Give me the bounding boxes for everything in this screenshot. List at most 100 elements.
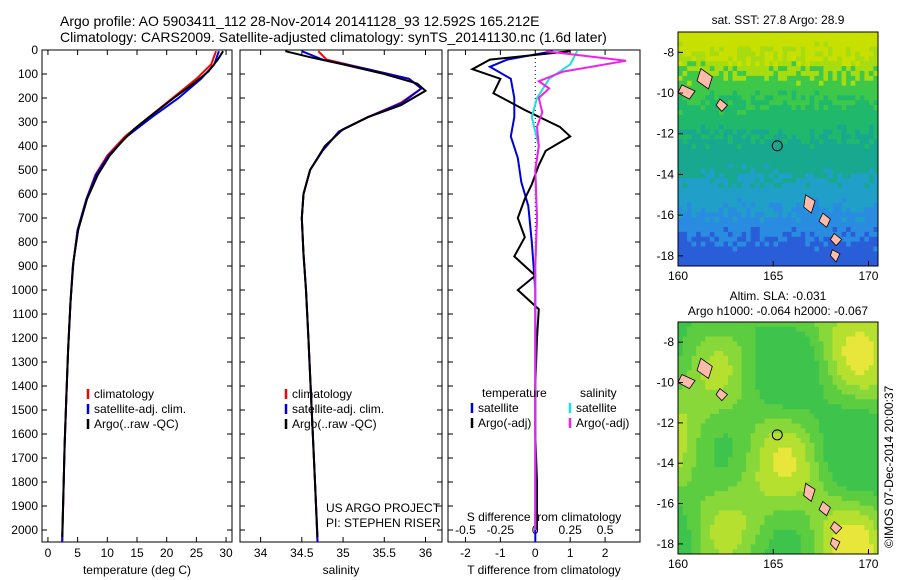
map-cell [700, 380, 706, 386]
map-cell [755, 119, 761, 126]
map-cell [709, 158, 715, 165]
map-cell [837, 399, 843, 405]
map-cell [823, 85, 829, 91]
map-cell [855, 251, 861, 257]
map-cell [768, 529, 774, 536]
map-cell [682, 496, 688, 502]
map-cell [700, 496, 706, 502]
map-cell [800, 144, 806, 150]
map-cell [818, 61, 824, 67]
map-cell [691, 241, 697, 247]
map-cell [837, 100, 843, 106]
map-cell [868, 467, 874, 473]
map-cell [709, 423, 715, 429]
map-cell [678, 124, 683, 130]
map-cell [728, 534, 733, 540]
map-cell [705, 413, 711, 420]
map-cell [778, 481, 783, 487]
map-cell [709, 428, 715, 434]
map-cell [696, 231, 702, 238]
map-cell [778, 457, 783, 463]
map-cell [809, 139, 815, 145]
map-cell [787, 197, 793, 204]
map-cell [837, 124, 843, 130]
map-cell [746, 534, 752, 540]
map-cell [732, 241, 738, 247]
map-cell [868, 256, 874, 262]
map-cell [850, 197, 856, 204]
map-cell [868, 520, 874, 526]
map-cell [755, 114, 761, 121]
map-cell [814, 505, 820, 511]
map-cell [750, 231, 756, 238]
map-cell [837, 134, 843, 140]
map-cell [682, 32, 688, 38]
y-tick-label: 1700 [11, 451, 38, 465]
map-cell [868, 168, 874, 174]
map-cell [773, 139, 779, 145]
map-cell [737, 110, 743, 116]
map-cell [841, 61, 847, 67]
map-cell [818, 539, 824, 545]
legend-group-title: temperature [482, 386, 547, 400]
map-cell [764, 341, 770, 347]
map-cell [750, 110, 756, 116]
map-cell [764, 56, 770, 62]
map-cell [823, 246, 829, 252]
map-cell [750, 413, 756, 420]
map-cell [868, 66, 874, 72]
map-cell [850, 124, 856, 130]
y-tick-label: -16 [657, 497, 675, 511]
map-cell [705, 51, 711, 57]
map-cell [700, 375, 706, 381]
map-cell [818, 384, 824, 391]
map-cell [691, 462, 697, 468]
map-cell [868, 95, 874, 101]
map-cell [778, 261, 783, 267]
map-cell [764, 520, 770, 526]
map-cell [841, 413, 847, 420]
map-cell [750, 158, 756, 165]
map-cell [718, 467, 724, 473]
map-cell [846, 447, 852, 453]
map-cell [728, 438, 733, 444]
map-cell [759, 51, 765, 57]
map-cell [868, 505, 874, 511]
map-cell [800, 236, 806, 243]
map-cell [805, 515, 811, 521]
map-cell [868, 222, 874, 228]
map-cell [873, 442, 879, 449]
map-cell [809, 134, 815, 140]
map-cell [705, 46, 711, 52]
map-cell [846, 246, 852, 252]
map-cell [682, 178, 688, 184]
map-cell [732, 149, 738, 155]
map-cell [828, 428, 833, 434]
map-cell [709, 534, 715, 540]
map-cell [682, 549, 688, 555]
map-cell [868, 90, 874, 96]
map-cell [782, 365, 788, 371]
map-cell [773, 442, 779, 449]
map-cell [868, 481, 874, 487]
map-cell [796, 105, 802, 111]
map-cell [791, 110, 797, 116]
map-cell [741, 471, 747, 478]
map-cell [805, 389, 811, 395]
map-cell [782, 355, 788, 362]
map-cell [800, 36, 806, 43]
map-cell [759, 168, 765, 174]
map-cell [755, 384, 761, 391]
map-cell [841, 336, 847, 342]
map-cell [855, 105, 861, 111]
map-cell [837, 222, 843, 228]
map-cell [864, 110, 870, 116]
map-cell [823, 481, 829, 487]
map-cell [678, 428, 683, 434]
map-cell [768, 462, 774, 468]
map-cell [796, 360, 802, 366]
map-cell [855, 149, 861, 155]
map-cell [750, 510, 756, 516]
map-cell [800, 139, 806, 145]
map-cell [691, 452, 697, 458]
